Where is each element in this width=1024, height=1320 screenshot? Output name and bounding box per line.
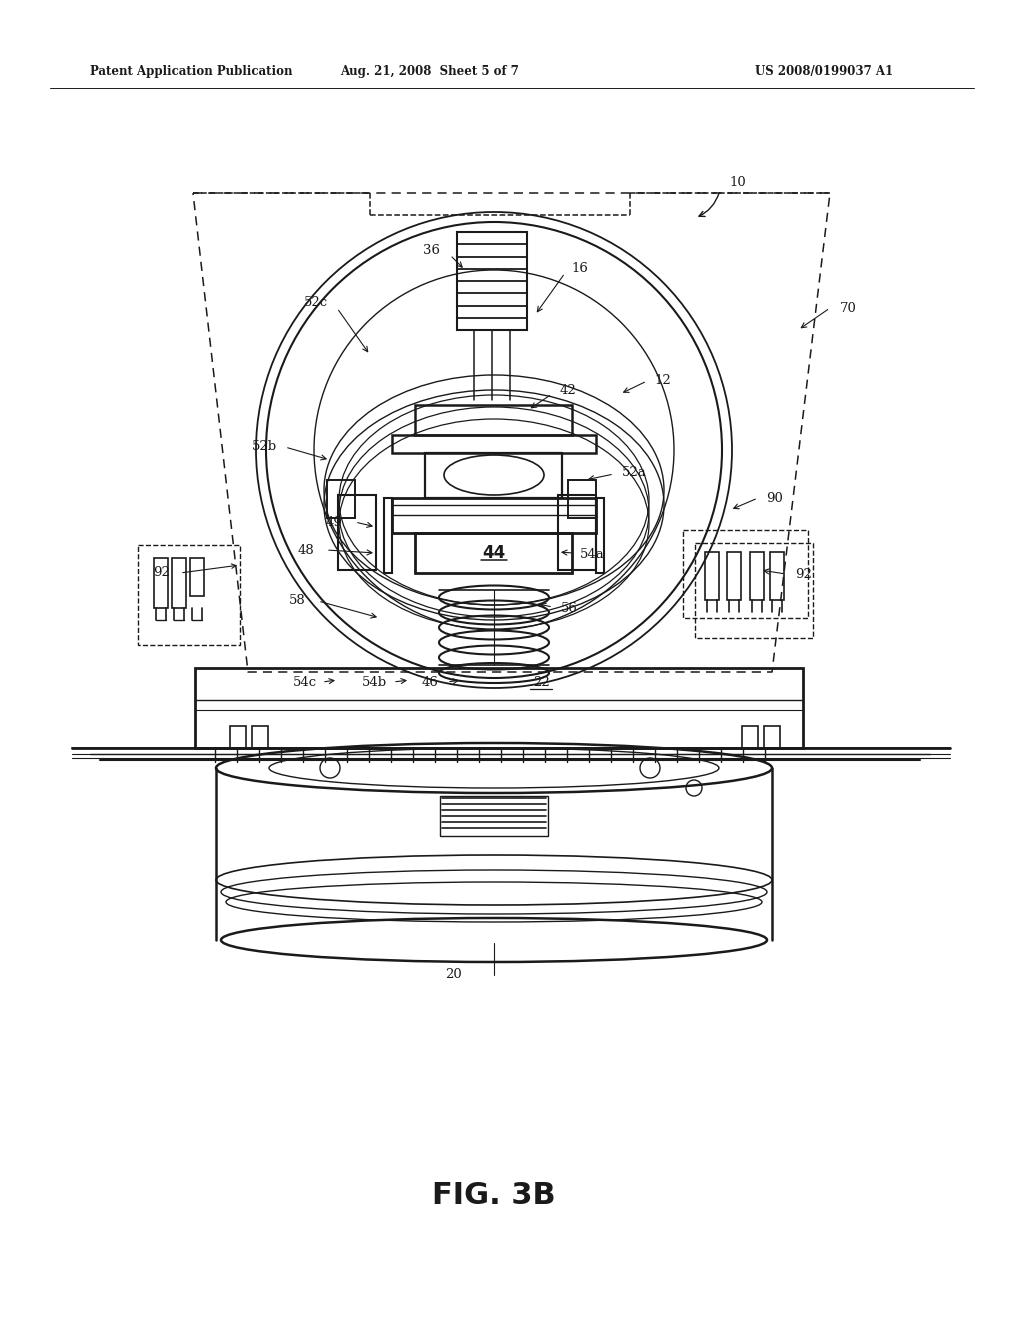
- Bar: [154, 558, 168, 609]
- Bar: [392, 436, 596, 453]
- Bar: [750, 552, 764, 601]
- Text: 10: 10: [730, 177, 746, 190]
- Text: 54a: 54a: [580, 548, 604, 561]
- Text: 16: 16: [571, 261, 589, 275]
- Text: 90: 90: [767, 491, 783, 504]
- Bar: [252, 726, 268, 748]
- Text: US 2008/0199037 A1: US 2008/0199037 A1: [755, 66, 893, 78]
- Text: 56: 56: [560, 602, 578, 615]
- Bar: [392, 498, 596, 533]
- FancyArrowPatch shape: [182, 564, 236, 573]
- Text: 54b: 54b: [361, 676, 387, 689]
- Bar: [415, 405, 572, 436]
- Bar: [195, 668, 803, 748]
- Text: 92: 92: [796, 568, 812, 581]
- Bar: [327, 480, 355, 517]
- Text: 12: 12: [654, 374, 672, 387]
- FancyArrowPatch shape: [699, 193, 719, 216]
- Text: FIG. 3B: FIG. 3B: [432, 1180, 556, 1209]
- Text: 58: 58: [289, 594, 305, 606]
- Bar: [695, 543, 813, 638]
- Text: 92: 92: [154, 566, 170, 579]
- Text: 36: 36: [424, 243, 440, 256]
- Bar: [415, 533, 572, 573]
- Bar: [190, 558, 204, 597]
- Bar: [770, 552, 784, 601]
- Text: Patent Application Publication: Patent Application Publication: [90, 66, 293, 78]
- Bar: [705, 552, 719, 601]
- Bar: [440, 796, 548, 836]
- Bar: [727, 552, 741, 601]
- Bar: [138, 545, 240, 645]
- Bar: [568, 480, 596, 517]
- Bar: [338, 495, 376, 570]
- Bar: [230, 726, 246, 748]
- Bar: [683, 531, 808, 618]
- Text: 52c: 52c: [304, 296, 328, 309]
- Text: 52a: 52a: [622, 466, 646, 479]
- Text: 54c: 54c: [293, 676, 317, 689]
- Text: Aug. 21, 2008  Sheet 5 of 7: Aug. 21, 2008 Sheet 5 of 7: [341, 66, 519, 78]
- Text: 46: 46: [422, 676, 438, 689]
- Bar: [384, 498, 392, 573]
- Text: 52b: 52b: [252, 441, 276, 454]
- Bar: [457, 232, 527, 330]
- Text: 22: 22: [532, 676, 549, 689]
- Text: 49: 49: [326, 516, 342, 528]
- Bar: [558, 495, 596, 570]
- Text: 48: 48: [298, 544, 314, 557]
- Bar: [764, 726, 780, 748]
- Bar: [596, 498, 604, 573]
- Text: 20: 20: [445, 969, 463, 982]
- Bar: [172, 558, 186, 609]
- Bar: [425, 453, 562, 498]
- Bar: [742, 726, 758, 748]
- Text: 42: 42: [560, 384, 577, 396]
- Text: 44: 44: [482, 544, 506, 562]
- Text: 70: 70: [840, 301, 856, 314]
